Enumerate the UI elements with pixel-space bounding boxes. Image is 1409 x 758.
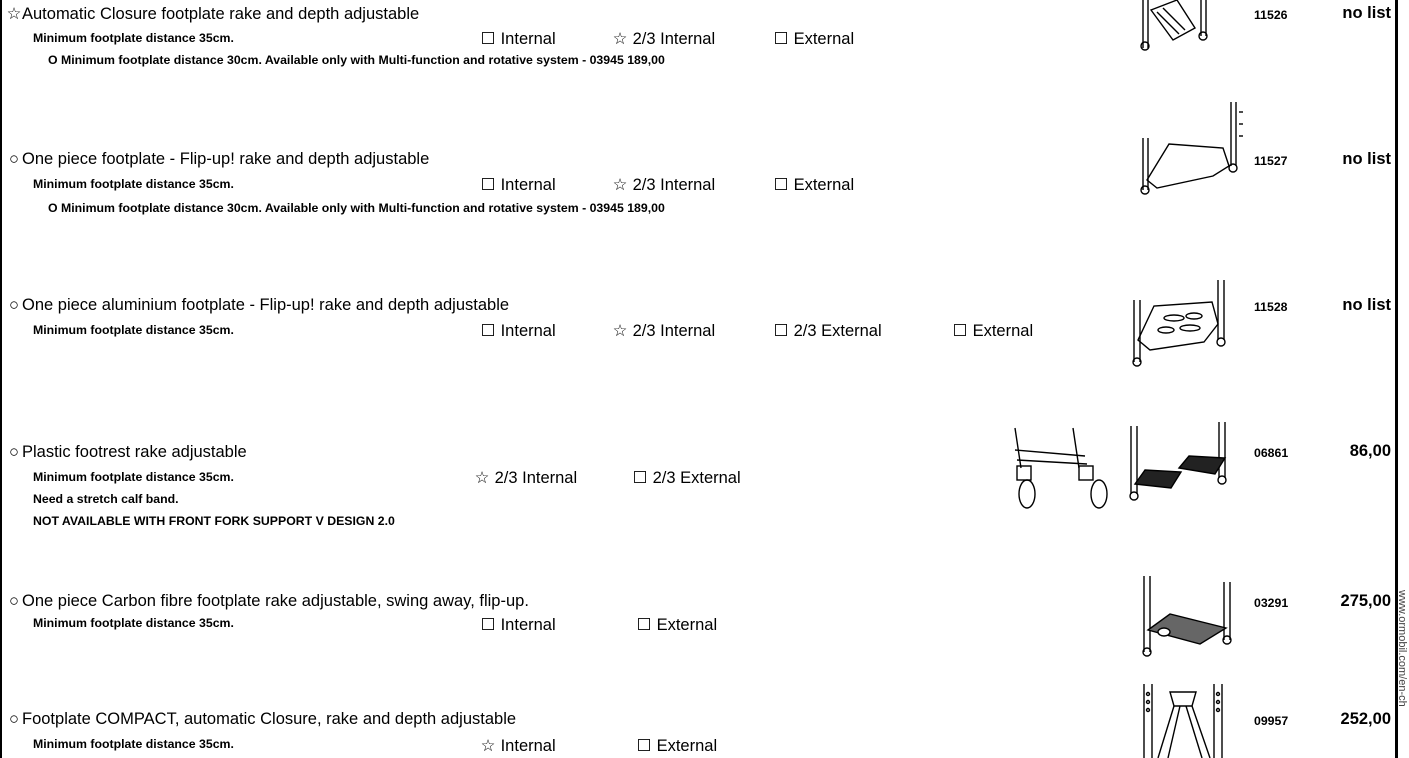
right-border (1395, 0, 1398, 758)
circle-bullet-icon: ○ (9, 296, 19, 314)
calf-band-note: Need a stretch calf band. (33, 492, 179, 506)
option-internal[interactable]: ☐ Internal (480, 616, 556, 634)
product-title: ○ One piece Carbon fibre footplate rake a… (6, 592, 529, 611)
product-code: 06861 (1254, 446, 1289, 460)
star-icon: ☆ (474, 469, 490, 487)
option-external[interactable]: ☐ External (952, 322, 1034, 340)
product-row-carbon-footplate: ○ One piece Carbon fibre footplate rake a… (0, 550, 1395, 660)
star-icon: ☆ (612, 176, 628, 194)
product-row-plastic-footrest: ○ Plastic footrest rake adjustable Minimu… (0, 380, 1395, 550)
circle-bullet-icon: ○ (9, 443, 19, 461)
star-icon: ☆ (480, 737, 496, 755)
option-2-3-internal[interactable]: ☆ 2/3 Internal (612, 176, 716, 194)
circle-bullet-icon: ○ (9, 710, 19, 728)
compact-footplate-image (1143, 684, 1223, 758)
circle-bullet-icon: ○ (9, 592, 19, 610)
product-price: 252,00 (1340, 710, 1391, 728)
option-external[interactable]: ☐ External (773, 176, 855, 194)
min-distance-note: Minimum footplate distance 35cm. (33, 470, 234, 484)
checkbox-icon: ☐ (773, 322, 789, 340)
product-row-automatic-closure: ☆Automatic Closure footplate rake and de… (0, 0, 1395, 110)
star-icon: ☆ (612, 322, 628, 340)
product-title: ○ Footplate COMPACT, automatic Closure, r… (6, 710, 516, 729)
product-code: 11526 (1254, 8, 1288, 22)
product-title: ○ Plastic footrest rake adjustable (6, 443, 247, 462)
checkbox-icon: ☐ (773, 176, 789, 194)
option-2-3-internal[interactable]: ☆ 2/3 Internal (612, 30, 716, 48)
star-bullet-icon: ☆ (6, 5, 22, 23)
checkbox-icon: ☐ (480, 176, 496, 194)
min-distance-note: Minimum footplate distance 35cm. (33, 616, 234, 630)
checkbox-icon: ☐ (952, 322, 968, 340)
option-2-3-internal[interactable]: ☆ 2/3 Internal (474, 469, 578, 487)
option-internal[interactable]: ☐ Internal (480, 322, 556, 340)
one-piece-footplate-image (1140, 102, 1243, 195)
product-code: 11527 (1254, 154, 1288, 168)
option-external[interactable]: ☐ External (773, 30, 855, 48)
option-internal[interactable]: ☐ Internal (480, 30, 556, 48)
option-internal[interactable]: ☆ Internal (480, 737, 556, 755)
option-internal[interactable]: ☐ Internal (480, 176, 556, 194)
checkbox-icon: ☐ (480, 30, 496, 48)
product-title: ○ One piece aluminium footplate - Flip-up… (6, 296, 509, 315)
left-border (0, 0, 2, 758)
min-distance-note: Minimum footplate distance 35cm. (33, 323, 234, 337)
option-external[interactable]: ☐ External (636, 737, 718, 755)
checkbox-icon: ☐ (480, 616, 496, 634)
availability-warning: NOT AVAILABLE WITH FRONT FORK SUPPORT V … (33, 514, 395, 528)
option-2-3-external[interactable]: ☐ 2/3 External (632, 469, 741, 487)
option-external[interactable]: ☐ External (636, 616, 718, 634)
extra-option-note: O Minimum footplate distance 30cm. Avail… (48, 53, 665, 67)
product-price: no list (1342, 4, 1391, 22)
checkbox-icon: ☐ (773, 30, 789, 48)
extra-option-note: O Minimum footplate distance 30cm. Avail… (48, 201, 665, 215)
option-2-3-internal[interactable]: ☆ 2/3 Internal (612, 322, 716, 340)
carbon-footplate-image (1142, 576, 1232, 657)
star-icon: ☆ (612, 30, 628, 48)
product-code: 03291 (1254, 596, 1289, 610)
product-price: 86,00 (1349, 442, 1391, 460)
option-2-3-external[interactable]: ☐ 2/3 External (773, 322, 882, 340)
product-row-compact-footplate: ○ Footplate COMPACT, automatic Closure, r… (0, 660, 1395, 758)
checkbox-icon: ☐ (632, 469, 648, 487)
product-title: ○ One piece footplate - Flip-up! rake and… (6, 150, 429, 169)
checkbox-icon: ☐ (636, 616, 652, 634)
product-price: 275,00 (1340, 592, 1391, 610)
circle-bullet-icon: ○ (9, 150, 19, 168)
aluminium-footplate-image (1132, 280, 1226, 367)
product-row-one-piece-flip-up: ○ One piece footplate - Flip-up! rake and… (0, 100, 1395, 240)
product-code: 09957 (1254, 714, 1289, 728)
product-code: 11528 (1254, 300, 1288, 314)
side-url: www.ormobil.com/en-ch (1398, 590, 1408, 707)
min-distance-note: Minimum footplate distance 35cm. (33, 737, 234, 751)
product-row-aluminium-footplate: ○ One piece aluminium footplate - Flip-up… (0, 240, 1395, 380)
product-title: ☆Automatic Closure footplate rake and de… (6, 5, 420, 23)
checkbox-icon: ☐ (636, 737, 652, 755)
checkbox-icon: ☐ (480, 322, 496, 340)
plastic-footrest-image (1014, 422, 1227, 509)
min-distance-note: Minimum footplate distance 35cm. (33, 177, 234, 191)
product-price: no list (1342, 150, 1391, 168)
automatic-closure-footplate-image (1140, 0, 1208, 51)
product-price: no list (1342, 296, 1391, 314)
min-distance-note: Minimum footplate distance 35cm. (33, 31, 234, 45)
